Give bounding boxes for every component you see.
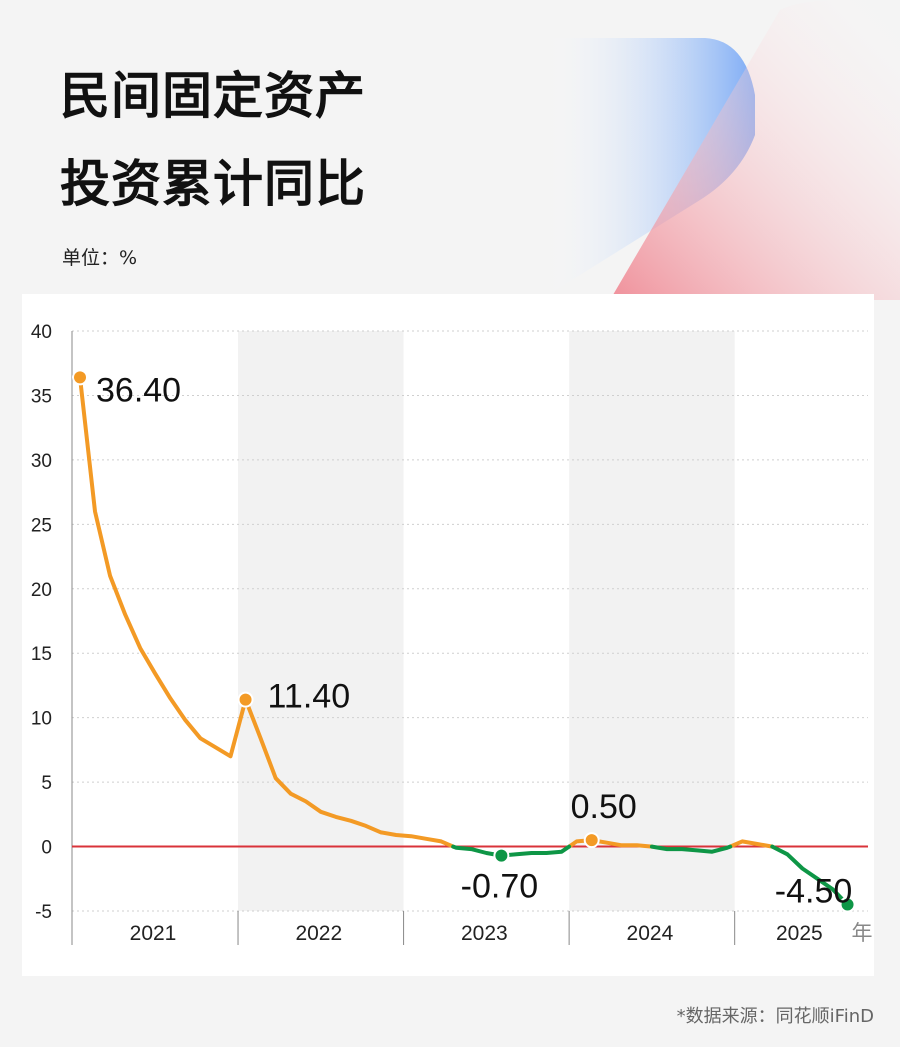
x-tick-label-2025: 2025: [776, 922, 823, 945]
year-band-2022: [238, 331, 404, 911]
y-tick-label: 5: [41, 773, 52, 794]
data-point-marker: [72, 369, 88, 386]
y-tick-label: -5: [35, 902, 52, 923]
x-tick-label-2023: 2023: [461, 922, 508, 945]
x-tick-label-2021: 2021: [130, 922, 177, 945]
x-tick-label-2024: 2024: [627, 922, 674, 945]
x-axis-label: 年: [852, 921, 873, 945]
y-tick-label: 40: [31, 322, 52, 343]
x-tick-label-2022: 2022: [295, 922, 342, 945]
data-label: -4.50: [775, 873, 853, 911]
chart-card: -5 0 5 10 15 20 25 30 35 40 2021 2022 2023 2024 2025 年 3…: [22, 294, 874, 976]
decorative-background-shape: [540, 0, 900, 300]
data-source-note: *数据来源：同花顺iFinD: [676, 1006, 874, 1027]
y-tick-label: 30: [31, 451, 52, 472]
unit-label: 单位：%: [62, 247, 138, 269]
year-band-2024: [569, 331, 735, 911]
y-tick-label: 25: [31, 515, 52, 536]
title-line-1: 民间固定资产: [60, 67, 366, 125]
y-tick-label: 20: [31, 580, 52, 601]
data-label: 0.50: [571, 788, 637, 826]
data-point-marker: [493, 847, 510, 864]
data-point-marker: [839, 896, 856, 913]
y-tick-label: 15: [31, 644, 52, 665]
series-line-negative: [649, 844, 733, 854]
y-tick-label: 0: [41, 838, 52, 859]
data-point-marker: [583, 832, 600, 849]
page-title: 民间固定资产 投资累计同比: [60, 52, 366, 228]
series-line-positive: [78, 375, 456, 849]
data-label: 11.40: [268, 678, 351, 716]
series-line-negative: [770, 844, 850, 907]
series-line-negative: [451, 844, 572, 858]
data-point-marker: [237, 691, 254, 708]
title-line-2: 投资累计同比: [60, 155, 366, 213]
data-label: -0.70: [461, 868, 539, 906]
y-tick-label: 35: [31, 386, 52, 407]
y-tick-label: 10: [31, 709, 52, 730]
data-label: 36.40: [96, 371, 181, 409]
series-line-positive: [728, 839, 775, 849]
series-line-positive: [567, 838, 654, 849]
